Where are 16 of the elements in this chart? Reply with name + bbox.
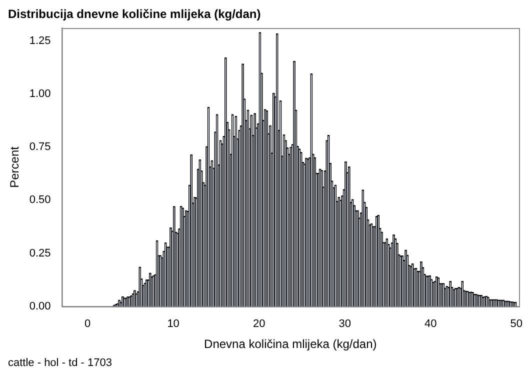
x-tick-label: 50: [510, 318, 523, 330]
y-tick-label: 0.75: [29, 141, 51, 154]
y-tick-label: 0.00: [29, 300, 51, 312]
x-tick-label: 30: [338, 318, 351, 330]
y-tick-label: 0.50: [29, 194, 51, 206]
y-tick-label: 1.00: [29, 88, 51, 100]
x-axis-title: Dnevna količina mlijeka (kg/dan): [204, 337, 377, 352]
y-tick-label: 0.25: [29, 247, 51, 260]
text: cattle - hol - td - 1703: [8, 357, 112, 369]
y-axis-title: Percent: [8, 146, 22, 188]
x-tick-label: 10: [167, 318, 180, 330]
chart-title: Distribucija dnevne količine mlijeka (kg/dan): [8, 7, 261, 21]
x-tick-label: 0: [84, 318, 91, 330]
y-tick-label: 1.25: [29, 34, 51, 47]
x-tick-label: 40: [424, 318, 437, 330]
x-tick-label: 20: [252, 318, 266, 330]
